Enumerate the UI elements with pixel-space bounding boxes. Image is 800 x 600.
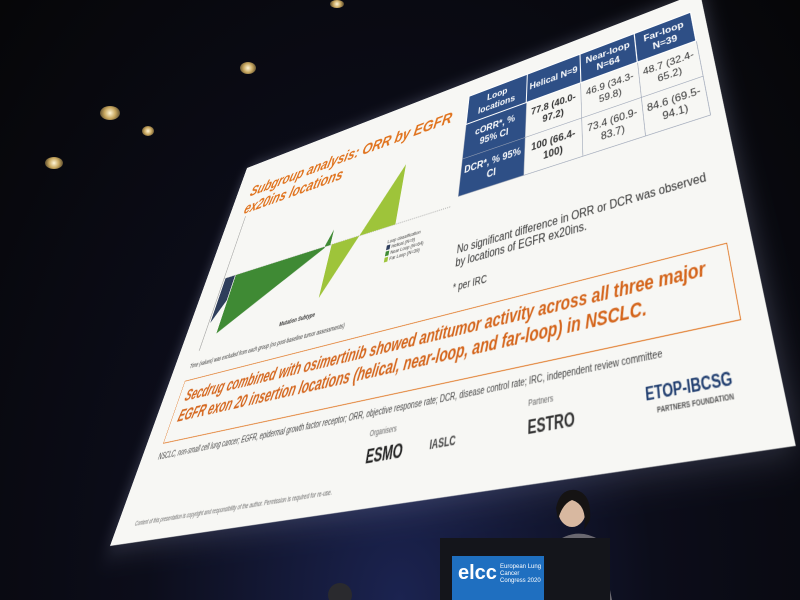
podium-screen: elcc European Lung Cancer Congress 2020: [452, 556, 544, 600]
ceiling-light: [330, 0, 344, 8]
podium: elcc European Lung Cancer Congress 2020: [440, 538, 610, 600]
podium-logo: elcc: [458, 562, 497, 584]
ceiling-light: [100, 106, 120, 120]
ceiling-light: [142, 126, 154, 136]
speaker-hair: [556, 489, 591, 530]
podium-event: European Lung Cancer Congress 2020: [500, 564, 542, 584]
ceiling-light: [240, 62, 256, 74]
audience-head: [328, 583, 352, 600]
ceiling-light: [45, 157, 63, 169]
